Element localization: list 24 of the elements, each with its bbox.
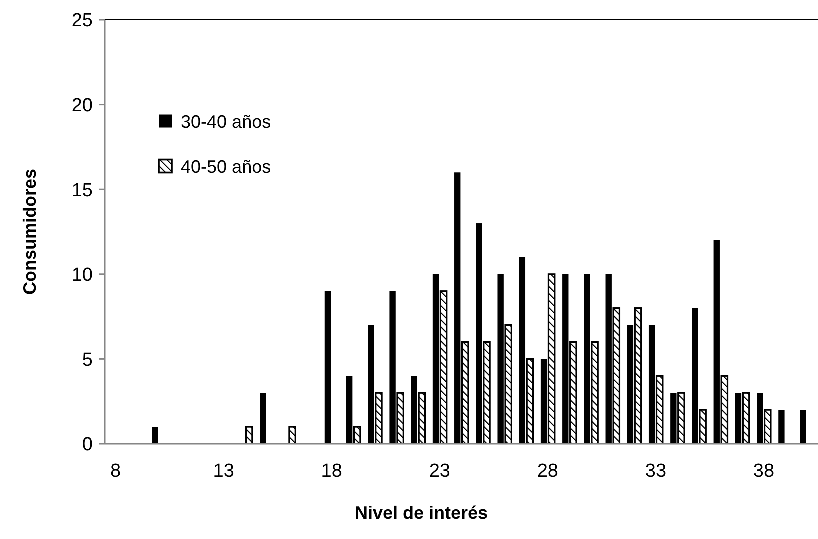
legend-label: 40-50 años xyxy=(181,157,272,178)
bar xyxy=(245,426,254,444)
bar xyxy=(800,410,806,444)
x-axis-title: Nivel de interés xyxy=(354,503,488,523)
x-tick-label: 28 xyxy=(537,461,558,482)
bar xyxy=(152,427,158,444)
legend-label: 30-40 años xyxy=(181,112,272,132)
bar xyxy=(288,426,296,444)
y-tick-label: 0 xyxy=(82,434,93,456)
x-tick-label: 33 xyxy=(645,461,667,482)
bar xyxy=(778,410,785,444)
bar xyxy=(324,291,332,444)
y-tick-label: 20 xyxy=(72,95,93,116)
x-tick-label: 38 xyxy=(753,461,775,482)
x-tick-label: 23 xyxy=(429,461,450,482)
x-tick-label: 18 xyxy=(321,461,342,482)
x-tick-label: 8 xyxy=(110,461,122,482)
bar xyxy=(260,393,266,444)
y-tick-label: 10 xyxy=(72,265,93,286)
x-tick-label: 13 xyxy=(213,461,234,482)
y-tick-label: 25 xyxy=(72,10,93,32)
y-axis-title: Consumidores xyxy=(20,168,40,296)
y-tick-label: 15 xyxy=(72,180,93,202)
y-tick-label: 5 xyxy=(82,350,93,371)
